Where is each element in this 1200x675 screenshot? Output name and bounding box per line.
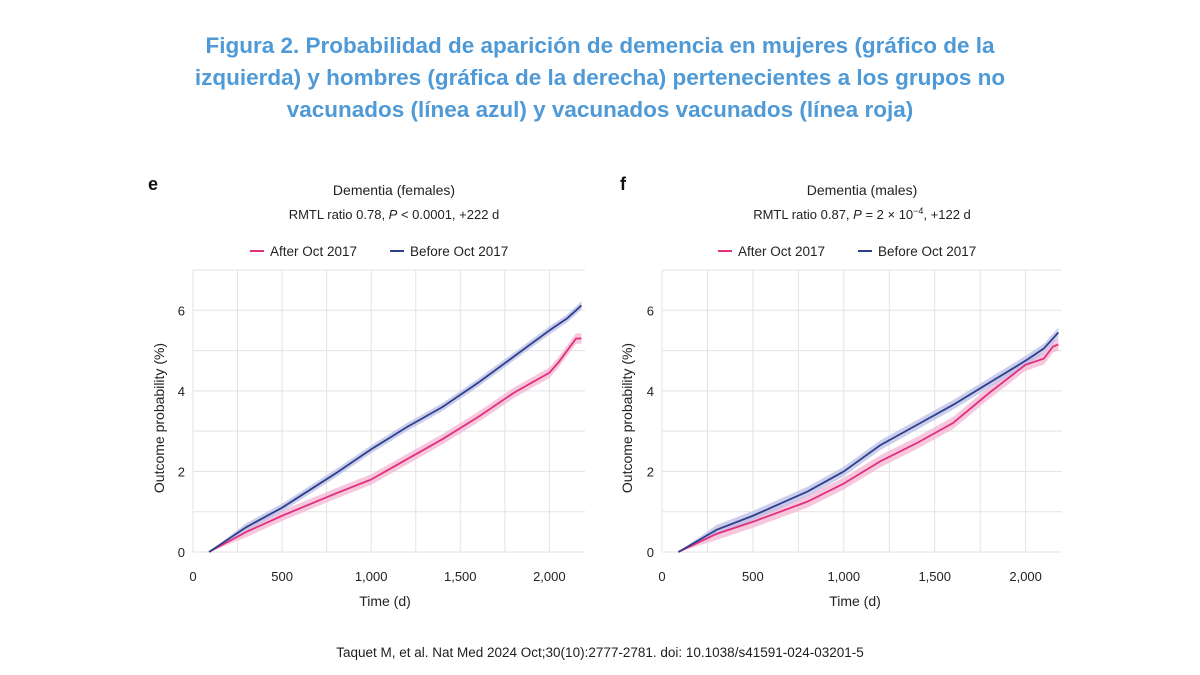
series-line-after — [677, 343, 1059, 553]
figure-title-line-2: izquierda) y hombres (gráfica de la dere… — [194, 65, 1006, 90]
x-tick-label: 2,000 — [533, 569, 566, 584]
chart-subtitle: RMTL ratio 0.78, P < 0.0001, +222 d — [289, 207, 500, 222]
series-line-before — [677, 331, 1060, 553]
y-axis-label: Outcome probability (%) — [619, 343, 635, 493]
x-tick-label: 1,500 — [918, 569, 951, 584]
legend-label-before: Before Oct 2017 — [410, 244, 508, 259]
tick-labels: 0 500 1,000 1,500 2,000 0 2 4 6 — [647, 303, 1042, 584]
x-tick-label: 1,000 — [828, 569, 861, 584]
x-tick-label: 0 — [658, 569, 665, 584]
y-tick-label: 2 — [178, 464, 185, 479]
legend-label-after: After Oct 2017 — [738, 244, 825, 259]
citation: Taquet M, et al. Nat Med 2024 Oct;30(10)… — [336, 645, 864, 660]
y-tick-label: 6 — [647, 303, 654, 318]
x-tick-label: 500 — [742, 569, 764, 584]
legend: After Oct 2017 Before Oct 2017 — [250, 244, 508, 259]
legend-label-after: After Oct 2017 — [270, 244, 357, 259]
legend: After Oct 2017 Before Oct 2017 — [718, 244, 976, 259]
x-tick-label: 1,000 — [355, 569, 388, 584]
chart-title: Dementia (females) — [333, 182, 455, 198]
chart-subtitle: RMTL ratio 0.87, P = 2 × 10−4, +122 d — [753, 206, 971, 222]
figure-title-line-3: vacunados (línea azul) y vacunados vacun… — [286, 97, 914, 122]
series-lines — [208, 304, 583, 553]
x-axis-label: Time (d) — [359, 593, 411, 609]
x-axis-label: Time (d) — [829, 593, 881, 609]
series-line-before — [208, 304, 583, 553]
chart-title: Dementia (males) — [807, 182, 917, 198]
x-tick-label: 1,500 — [444, 569, 477, 584]
figure-title-line-1: Figura 2. Probabilidad de aparición de d… — [205, 33, 995, 58]
legend-label-before: Before Oct 2017 — [878, 244, 976, 259]
y-tick-label: 0 — [178, 545, 185, 560]
series-line-after — [208, 337, 582, 553]
ci-band-before — [678, 327, 1059, 552]
tick-labels: 0 500 1,000 1,500 2,000 0 2 4 6 — [178, 303, 566, 584]
y-tick-label: 0 — [647, 545, 654, 560]
x-tick-label: 0 — [189, 569, 196, 584]
x-tick-label: 2,000 — [1009, 569, 1042, 584]
y-tick-label: 2 — [647, 464, 654, 479]
panel-label: e — [148, 174, 158, 194]
series-lines — [677, 331, 1060, 553]
confidence-bands — [678, 327, 1059, 552]
gridlines — [661, 269, 1062, 553]
figure-title: Figura 2. Probabilidad de aparición de d… — [95, 30, 1105, 126]
panel-label: f — [620, 174, 627, 194]
y-tick-label: 4 — [647, 384, 654, 399]
x-tick-label: 500 — [271, 569, 293, 584]
y-axis-label: Outcome probability (%) — [151, 343, 167, 493]
y-tick-label: 4 — [178, 384, 185, 399]
y-tick-label: 6 — [178, 303, 185, 318]
